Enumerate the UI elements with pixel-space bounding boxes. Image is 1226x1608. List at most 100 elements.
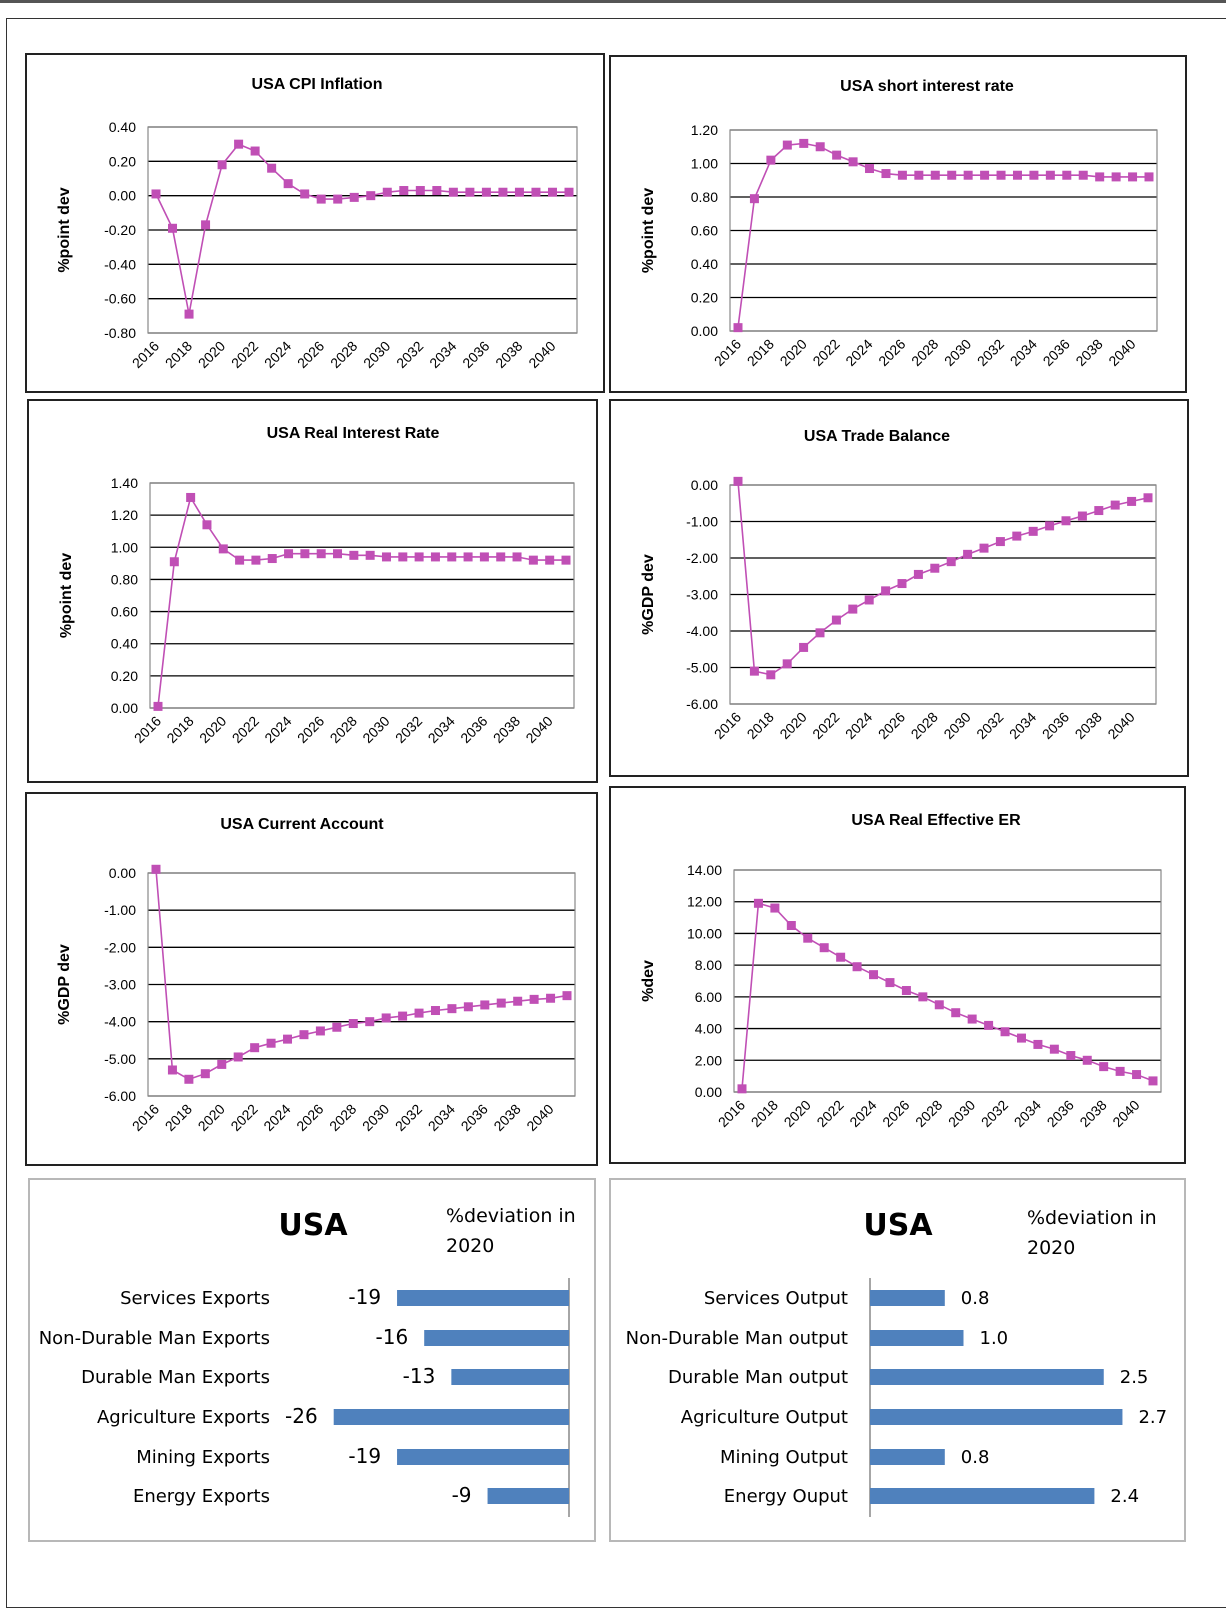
data-label: -13	[403, 1364, 436, 1388]
data-point	[996, 170, 1006, 180]
data-point	[184, 309, 194, 319]
data-point	[481, 187, 491, 197]
y-tick-label: 0.80	[111, 571, 138, 587]
data-point	[881, 169, 891, 179]
x-tick-label: 2030	[359, 713, 392, 746]
data-point	[529, 994, 539, 1004]
y-tick-label: 0.80	[691, 189, 718, 205]
y-tick-label: -0.40	[104, 256, 136, 272]
bar-chart-output: USA %deviation in 2020 Services Output 0.8 No…	[626, 1207, 1167, 1517]
y-tick-label: 1.40	[111, 475, 138, 491]
data-point	[832, 150, 842, 160]
y-tick-label: -4.00	[686, 623, 718, 639]
y-axis-label: %point dev	[640, 188, 657, 273]
x-tick-label: 2028	[908, 336, 941, 369]
data-point	[564, 187, 574, 197]
x-tick-label: 2022	[228, 338, 261, 371]
data-point	[365, 550, 375, 560]
data-point	[852, 962, 862, 972]
x-tick-label: 2040	[522, 713, 555, 746]
plot-area	[147, 872, 576, 1097]
data-point	[315, 1026, 325, 1036]
y-tick-label: -2.00	[686, 550, 718, 566]
x-tick-label: 2028	[327, 338, 360, 371]
data-point	[1045, 521, 1055, 531]
data-point	[737, 1084, 747, 1094]
data-point	[901, 986, 911, 996]
y-tick-label: 0.00	[691, 323, 718, 339]
y-tick-label: -0.80	[104, 325, 136, 341]
x-tick-label: 2030	[941, 336, 974, 369]
data-point	[1115, 1066, 1125, 1076]
data-label: 2.7	[1138, 1407, 1167, 1428]
data-point	[300, 189, 310, 199]
data-point	[184, 1074, 194, 1084]
data-point	[897, 579, 907, 589]
data-point	[283, 1034, 293, 1044]
data-point	[414, 1008, 424, 1018]
y-tick-label: 0.00	[109, 865, 136, 881]
data-point	[1078, 170, 1088, 180]
bar-chart-subtitle: %deviation in	[1027, 1207, 1157, 1229]
x-tick-label: 2024	[261, 338, 294, 371]
data-point	[284, 549, 294, 559]
data-point	[233, 1052, 243, 1062]
data-point	[979, 543, 989, 553]
data-point	[963, 549, 973, 559]
chart-panel-short-interest-rate: USA short interest rate %point dev 1.20 1.0…	[609, 55, 1187, 393]
data-point	[414, 552, 424, 562]
data-point	[1148, 1076, 1158, 1086]
x-tick-label: 2036	[459, 338, 492, 371]
chart-real-interest-rate: USA Real Interest Rate %point dev 1.40 1.20…	[58, 425, 575, 746]
x-tick-label: 2028	[908, 709, 941, 742]
data-point	[803, 933, 813, 943]
data-point	[151, 189, 161, 199]
data-point	[267, 163, 277, 173]
bar	[333, 1409, 569, 1425]
x-tick-label: 2020	[196, 713, 229, 746]
category-label: Mining Output	[720, 1447, 848, 1468]
category-label: Services Exports	[120, 1288, 270, 1309]
data-point	[432, 186, 442, 196]
data-point	[512, 552, 522, 562]
x-tick-label: 2024	[846, 1097, 879, 1130]
data-point	[167, 1065, 177, 1075]
data-point	[300, 549, 310, 559]
data-point	[865, 164, 875, 174]
data-point	[332, 1022, 342, 1032]
data-point	[1128, 172, 1138, 182]
data-point	[479, 552, 489, 562]
y-tick-label: 0.60	[111, 604, 138, 620]
x-tick-label: 2038	[490, 713, 523, 746]
y-tick-label: -0.60	[104, 291, 136, 307]
data-point	[333, 194, 343, 204]
x-tick-label: 2018	[162, 1101, 195, 1134]
data-point	[463, 1002, 473, 1012]
data-point	[498, 187, 508, 197]
data-point	[918, 992, 928, 1002]
data-point	[1000, 1027, 1010, 1037]
chart-cpi-inflation: USA CPI Inflation %point dev 0.40 0.20 0.00 -…	[56, 76, 578, 371]
data-point	[217, 160, 227, 170]
data-point	[398, 1011, 408, 1021]
data-point	[749, 194, 759, 204]
data-point	[848, 157, 858, 167]
x-tick-label: 2038	[492, 338, 525, 371]
data-point	[267, 554, 277, 564]
y-axis-label: %point dev	[58, 553, 75, 638]
x-tick-label: 2018	[162, 338, 195, 371]
data-label: 2.4	[1110, 1486, 1139, 1507]
chart-panel-trade-balance: USA Trade Balance %GDP dev 0.00 -1.00 -2.00 -…	[609, 399, 1189, 777]
data-point	[202, 520, 212, 530]
x-tick-label: 2028	[327, 713, 360, 746]
chart-title: USA short interest rate	[840, 78, 1014, 95]
category-label: Agriculture Exports	[97, 1407, 270, 1428]
x-tick-label: 2016	[715, 1097, 748, 1130]
bar-panel-exports: USA %deviation in 2020 Services Exports -19 N…	[28, 1178, 596, 1542]
x-tick-label: 2034	[1006, 709, 1039, 742]
y-tick-label: -6.00	[104, 1088, 136, 1104]
data-point	[1028, 526, 1038, 536]
x-tick-label: 2036	[457, 713, 490, 746]
data-point	[815, 628, 825, 638]
y-tick-label: 1.00	[111, 539, 138, 555]
